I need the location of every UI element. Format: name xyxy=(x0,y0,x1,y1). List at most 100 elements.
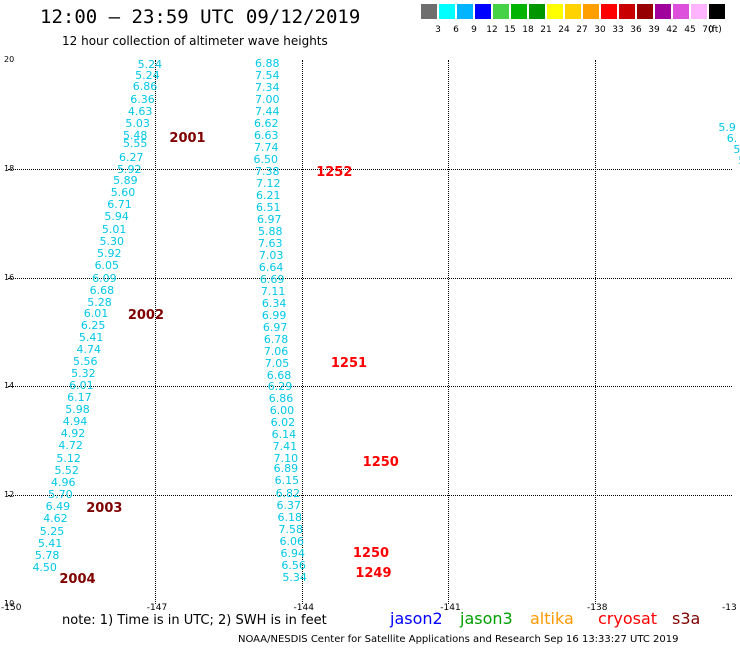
wave-height-value: 5.25 xyxy=(39,524,65,538)
wave-height-map: 5.24 5.24 6.86 6.36 4.63 5.03 5.48 5.55 6.27 5.92… xyxy=(8,57,740,604)
wave-height-value: 6.06 xyxy=(279,534,304,548)
wave-height-value: 6. xyxy=(726,131,738,145)
wave-height-value: 6.17 xyxy=(67,391,92,405)
pass-label: 2002 xyxy=(127,307,165,323)
wave-height-value: 5 xyxy=(738,154,740,167)
wave-height-value: 5.92 xyxy=(97,247,122,261)
wave-height-value: 6.02 xyxy=(270,416,296,430)
wave-height-value: 7.44 xyxy=(255,105,280,119)
wave-height-value: 6.18 xyxy=(277,511,303,525)
wave-height-value: 6.50 xyxy=(253,153,279,167)
scale-swatch xyxy=(691,4,707,19)
scale-swatch xyxy=(673,4,689,19)
pass-label: 1252 xyxy=(316,165,353,181)
lon-label: -138 xyxy=(587,603,608,613)
pass-label: 2001 xyxy=(169,130,206,146)
wave-height-value: 5.28 xyxy=(87,295,112,309)
scale-label: 70 xyxy=(702,25,714,35)
grid-line-lat xyxy=(8,495,732,497)
grid-line-lon xyxy=(301,60,303,604)
wave-height-value: 6.71 xyxy=(107,198,132,212)
wave-height-value: 6.97 xyxy=(256,212,282,226)
satellite-cryosat: cryosat xyxy=(598,609,658,628)
scale-label: 39 xyxy=(648,25,660,35)
wave-height-value: 5.94 xyxy=(104,210,129,224)
scale-label: 18 xyxy=(522,25,534,35)
wave-height-value: 5.55 xyxy=(122,137,148,151)
scale-label: 3 xyxy=(435,25,441,35)
wave-height-value: 7.10 xyxy=(273,452,299,466)
lat-label: 10 xyxy=(4,599,15,608)
wave-height-value: 6.68 xyxy=(266,368,292,382)
scale-swatch xyxy=(493,4,509,19)
scale-swatch xyxy=(439,4,455,19)
wave-height-value: 7.00 xyxy=(255,93,280,107)
satellite-jason2: jason2 xyxy=(390,609,443,628)
scale-label: 21 xyxy=(540,25,552,35)
wave-height-value: 4.62 xyxy=(43,512,68,526)
lon-label: -141 xyxy=(440,603,461,613)
wave-height-value: 5.52 xyxy=(54,463,79,477)
scale-swatch xyxy=(637,4,653,19)
lon-label: -13 xyxy=(722,603,737,613)
page-title: 12:00 – 23:59 UTC 09/12/2019 xyxy=(40,6,361,28)
scale-label: 15 xyxy=(504,25,516,35)
grid-line-lon xyxy=(154,60,156,604)
wave-height-value: 6.01 xyxy=(83,307,109,321)
lat-label: 20 xyxy=(4,55,15,64)
wave-height-value: 4.96 xyxy=(51,475,76,489)
scale-label: 45 xyxy=(684,25,696,35)
wave-height-value: 5.56 xyxy=(73,355,98,369)
credit-line: NOAA/NESDIS Center for Satellite Applica… xyxy=(238,634,679,645)
wave-height-value: 5.24 xyxy=(135,69,160,83)
wave-height-value: 5.32 xyxy=(71,367,96,381)
scale-swatch xyxy=(565,4,581,19)
wave-height-value: 6.25 xyxy=(80,319,106,333)
scale-label: 9 xyxy=(471,25,477,35)
lon-label: -147 xyxy=(146,603,168,613)
pass-label: 1251 xyxy=(330,355,368,371)
wave-height-value: 6.68 xyxy=(89,283,115,297)
wave-height-value: 5.70 xyxy=(48,488,73,502)
wave-height-value: 6.63 xyxy=(254,129,279,143)
scale-swatch xyxy=(547,4,563,19)
lon-label: -150 xyxy=(1,603,22,613)
wave-height-value: 6.05 xyxy=(94,259,120,273)
wave-height-value: 6.69 xyxy=(259,272,285,286)
wave-height-value: 7.12 xyxy=(255,177,281,191)
wave-height-value: 5.30 xyxy=(99,235,124,249)
wave-height-value: 6.51 xyxy=(255,200,281,214)
scale-label: 12 xyxy=(486,25,498,35)
lat-label: 14 xyxy=(4,381,15,391)
pass-label: 2004 xyxy=(59,571,96,587)
wave-height-value: 5.01 xyxy=(101,222,127,236)
wave-height-value: 5.03 xyxy=(125,116,150,130)
wave-height-value: 6.49 xyxy=(45,500,71,514)
grid-line-lat xyxy=(8,386,732,388)
lon-label: -144 xyxy=(293,603,314,613)
wave-height-value: 6.88 xyxy=(255,57,280,71)
scale-label: 36 xyxy=(630,25,642,35)
scale-label: 33 xyxy=(612,25,624,35)
wave-height-value: 6.36 xyxy=(130,92,155,106)
wave-height-value: 6.89 xyxy=(273,462,299,476)
wave-height-value: 6.97 xyxy=(262,320,288,334)
scale-label: 24 xyxy=(558,25,570,35)
wave-height-value: 6.14 xyxy=(271,428,297,442)
wave-height-value: 6.34 xyxy=(261,296,287,310)
wave-height-value: 7.41 xyxy=(272,440,298,454)
wave-height-value: 5.78 xyxy=(34,549,60,563)
wave-height-value: 5.34 xyxy=(282,570,307,584)
scale-swatch xyxy=(475,4,491,19)
wave-height-value: 5.60 xyxy=(110,186,136,200)
wave-height-value: 7.05 xyxy=(264,356,290,370)
scale-swatch xyxy=(655,4,671,19)
lat-label: 16 xyxy=(4,272,15,282)
wave-height-value: 6.15 xyxy=(274,474,300,488)
footer-note: note: 1) Time is in UTC; 2) SWH is in fe… xyxy=(62,613,327,628)
lat-label: 12 xyxy=(4,490,15,500)
wave-height-value: 7.74 xyxy=(254,141,279,155)
wave-height-value: 6.21 xyxy=(255,189,281,202)
grid-line-lat xyxy=(8,168,732,170)
wave-height-value: 5.9 xyxy=(718,121,736,134)
